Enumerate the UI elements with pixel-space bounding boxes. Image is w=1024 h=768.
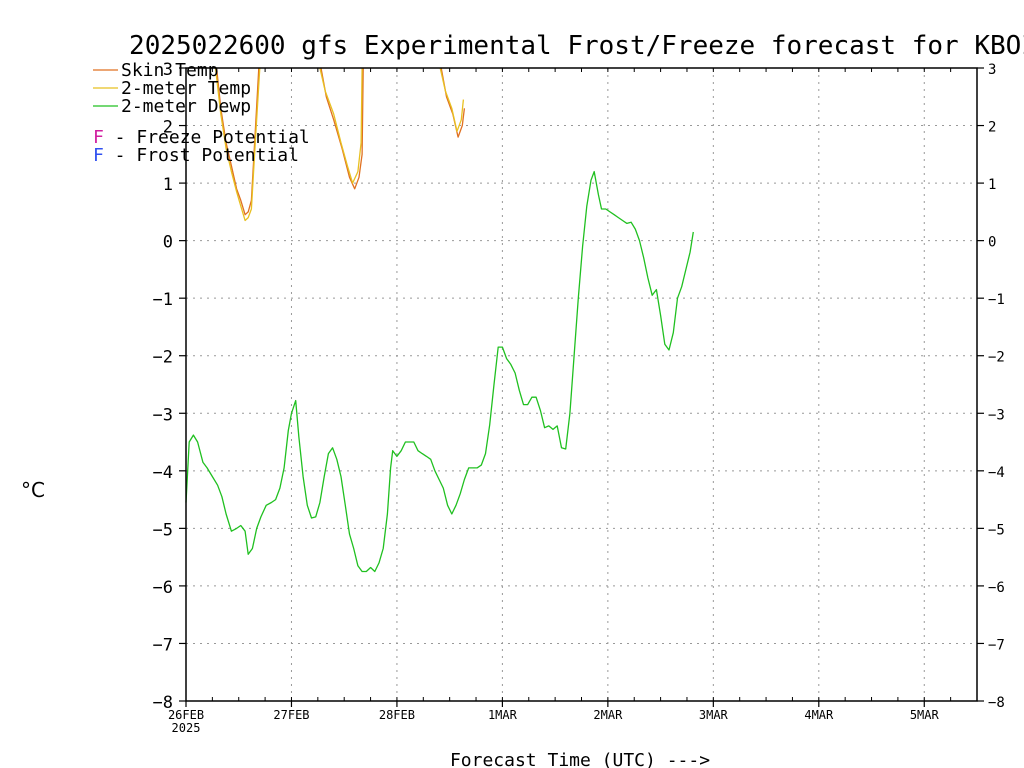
x-tick-label: 3MAR — [699, 708, 729, 722]
y-tick-label-right: −7 — [988, 637, 1005, 653]
x-tick-label: 2MAR — [593, 708, 623, 722]
series-line-skin-temp — [440, 67, 466, 138]
y-tick-label-right: 1 — [988, 177, 996, 193]
x-tick-label: 28FEB — [379, 708, 415, 722]
y-tick-label-left: −7 — [153, 635, 173, 655]
x-axis-label: Forecast Time (UTC) ---> — [450, 750, 710, 768]
y-tick-label-right: −1 — [988, 292, 1005, 308]
y-tick-label-left: 0 — [163, 233, 173, 253]
x-tick-sublabel: 2025 — [172, 721, 201, 735]
series-line-2-meter-temp — [214, 67, 261, 222]
y-tick-label-left: 3 — [163, 60, 173, 80]
grid-lines — [186, 68, 977, 701]
y-tick-label-left: 2 — [163, 118, 173, 138]
y-tick-label-left: −5 — [153, 520, 173, 540]
y-tick-label-right: −6 — [988, 580, 1005, 596]
chart-title: 2025022600 gfs Experimental Frost/Freeze… — [129, 31, 1024, 61]
legend-marker-glyph: F — [93, 127, 104, 148]
x-tick-label: 27FEB — [273, 708, 309, 722]
y-tick-label-right: 0 — [988, 235, 996, 251]
x-tick-label: 1MAR — [488, 708, 518, 722]
series-lines — [185, 67, 694, 573]
y-tick-label-left: −8 — [153, 693, 173, 713]
plot-frame — [185, 67, 978, 702]
y-tick-label-right: 2 — [988, 120, 996, 136]
y-tick-label-right: 3 — [988, 62, 996, 78]
y-tick-label-left: −1 — [153, 290, 173, 310]
y-tick-label-left: −3 — [153, 405, 173, 425]
series-line-2-meter-temp — [319, 67, 363, 184]
legend-marker-label: F - Freeze Potential — [93, 127, 310, 148]
y-tick-label-right: −5 — [988, 522, 1005, 538]
legend-label: Skin Temp — [121, 60, 219, 81]
y-tick-label-left: −2 — [153, 348, 173, 368]
x-tick-label: 5MAR — [910, 708, 940, 722]
y-axis-label: °C — [21, 478, 45, 502]
legend-label: 2-meter Temp — [121, 78, 251, 99]
series-line-skin-temp — [320, 67, 364, 190]
y-tick-label-left: 1 — [163, 175, 173, 195]
y-tick-label-right: −3 — [988, 407, 1005, 423]
y-tick-label-right: −2 — [988, 350, 1005, 366]
axis-ticks: −8 −8 −7 −7 −6 −6 −5 −5 −4 −4 −3 −3 −2 −2 −1 −1 0 0 1 1 2 2 3 3… — [153, 60, 1005, 735]
y-tick-label-left: −4 — [153, 463, 173, 483]
legend-marker-label: F - Frost Potential — [93, 145, 299, 166]
legend-marker-glyph: F — [93, 145, 104, 166]
series-line-2-meter-temp — [439, 67, 465, 132]
x-tick-label: 26FEB — [168, 708, 204, 722]
series-line-2-meter-dewp — [185, 170, 694, 573]
y-tick-label-left: −6 — [153, 578, 173, 598]
legend-label: 2-meter Dewp — [121, 96, 251, 117]
y-tick-label-right: −4 — [988, 465, 1005, 481]
x-tick-label: 4MAR — [804, 708, 834, 722]
y-tick-label-right: −8 — [988, 695, 1005, 711]
